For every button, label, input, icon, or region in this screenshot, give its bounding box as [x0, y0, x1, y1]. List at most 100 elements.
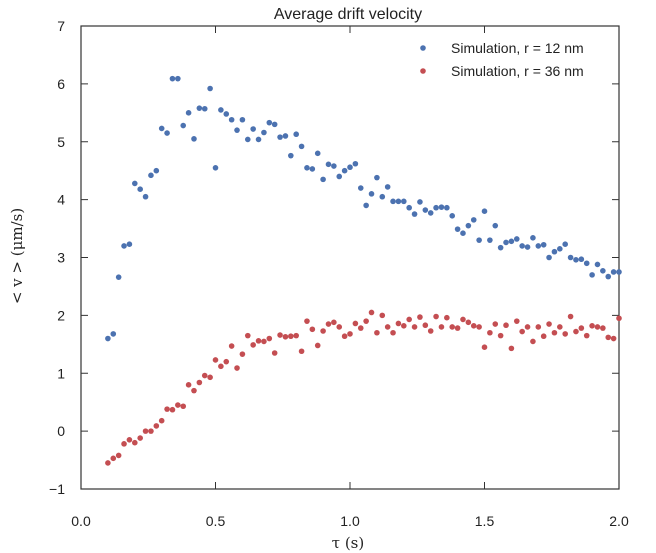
data-point [422, 322, 429, 329]
data-point [524, 244, 531, 250]
data-point [207, 374, 213, 381]
data-point [497, 244, 504, 251]
data-point [470, 217, 477, 223]
data-point [589, 322, 595, 329]
data-point [411, 211, 418, 217]
data-point [411, 324, 418, 330]
data-point [427, 210, 434, 216]
data-point [610, 335, 617, 342]
data-point [169, 75, 176, 82]
data-point [379, 312, 386, 319]
data-point [465, 222, 472, 229]
data-point [158, 417, 165, 424]
data-point [320, 328, 326, 334]
data-point [616, 269, 622, 275]
data-point [513, 236, 520, 242]
data-point [368, 309, 375, 316]
data-point [158, 125, 165, 132]
data-point [142, 193, 149, 200]
data-point [298, 348, 305, 355]
data-point [503, 239, 509, 246]
data-point [492, 321, 499, 327]
data-point [336, 173, 343, 180]
x-axis-label: τ (s) [332, 534, 364, 552]
data-point [406, 204, 412, 211]
data-point [201, 372, 208, 379]
data-point [137, 435, 143, 441]
data-point [105, 460, 111, 466]
legend-marker [420, 68, 426, 74]
data-point [363, 318, 369, 324]
data-point [508, 238, 515, 245]
data-point [164, 406, 170, 412]
data-point [309, 166, 316, 172]
data-points [105, 75, 622, 466]
data-point [293, 332, 300, 339]
data-point [325, 161, 332, 168]
y-tick-label: 2 [57, 307, 65, 323]
data-point [616, 315, 622, 322]
data-point [175, 402, 181, 408]
x-tick-label: 0.5 [206, 513, 226, 529]
x-tick-label: 2.0 [609, 513, 629, 529]
data-point [578, 256, 585, 263]
data-point [223, 111, 230, 117]
data-point [470, 322, 477, 329]
data-point [244, 136, 251, 143]
data-point [352, 320, 359, 327]
data-point [277, 134, 283, 140]
data-point [207, 85, 213, 92]
legend: Simulation, r = 12 nm Simulation, r = 36 … [420, 40, 584, 79]
data-point [234, 127, 240, 133]
data-point [433, 204, 439, 211]
data-point [261, 129, 267, 136]
data-point [583, 332, 590, 339]
data-point [605, 273, 612, 280]
data-point [557, 324, 563, 330]
data-point [390, 329, 396, 336]
data-point [567, 313, 574, 320]
y-axis: −1 0 1 2 3 4 5 6 7 [49, 18, 619, 497]
data-point [395, 320, 402, 327]
data-point [363, 202, 369, 209]
chart-title: Average drift velocity [274, 6, 422, 23]
data-point [417, 314, 423, 320]
data-point [519, 328, 525, 335]
data-point [524, 324, 531, 330]
data-point [503, 322, 509, 329]
x-tick-label: 1.5 [475, 513, 495, 529]
data-point [244, 332, 251, 339]
data-point [115, 274, 122, 280]
data-point [309, 326, 316, 333]
data-point [228, 343, 235, 349]
data-point [218, 363, 224, 370]
data-point [121, 243, 127, 249]
data-point [562, 241, 568, 247]
data-point [497, 332, 504, 339]
data-point [384, 324, 391, 330]
y-tick-label: −1 [49, 481, 65, 497]
data-point [218, 107, 224, 113]
data-point [282, 133, 289, 139]
data-point [530, 235, 536, 241]
series-2 [105, 309, 622, 466]
data-point [481, 208, 488, 214]
data-point [600, 325, 606, 331]
data-point [476, 324, 482, 330]
x-tick-label: 0.0 [71, 513, 91, 529]
data-point [390, 198, 396, 205]
y-tick-label: 5 [57, 134, 65, 150]
data-point [444, 314, 450, 321]
y-tick-label: 4 [57, 192, 65, 208]
legend-marker [420, 45, 426, 51]
data-point [304, 318, 310, 324]
data-point [331, 319, 337, 326]
data-point [546, 321, 552, 327]
data-point [320, 176, 326, 183]
data-point [115, 452, 122, 459]
data-point [293, 131, 300, 138]
y-tick-label: 7 [57, 18, 65, 34]
data-point [374, 329, 380, 336]
data-point [336, 324, 343, 330]
data-point [271, 350, 278, 356]
